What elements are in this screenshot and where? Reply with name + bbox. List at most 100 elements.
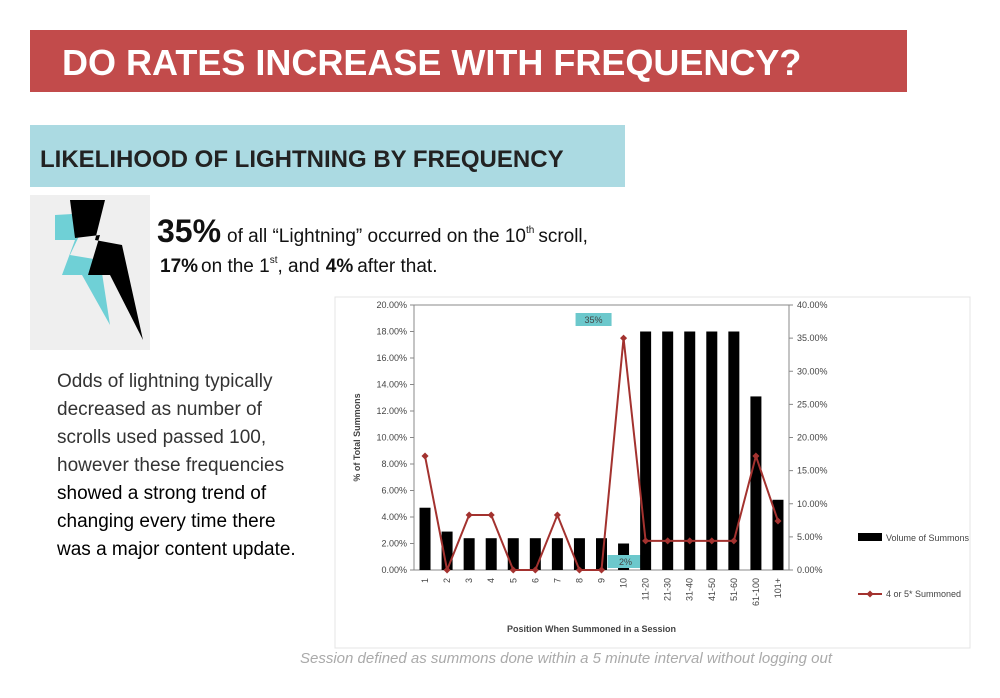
bar [507,538,519,570]
y-tick-label: 6.00% [381,486,407,496]
legend-label: 4 or 5* Summoned [886,589,961,599]
paragraph-line: was a major content update. [56,539,296,560]
intro-text: of all “Lightning” occurred on the 10 [227,226,526,247]
x-axis-label: Position When Summoned in a Session [507,624,676,634]
lightning-black [70,200,143,340]
y2-tick-label: 30.00% [797,366,828,376]
line-marker [443,566,451,574]
y2-tick-label: 35.00% [797,333,828,343]
intro-text: after that. [357,256,437,277]
x-tick-label: 3 [464,578,474,583]
y-tick-label: 18.00% [376,327,407,337]
line-marker [664,537,672,545]
y-tick-label: 20.00% [376,300,407,310]
y2-tick-label: 0.00% [797,565,823,575]
value-label: 35% [585,315,603,325]
line-marker [708,537,716,545]
x-tick-label: 4 [486,578,496,583]
bar [662,331,674,570]
paragraph-line: Odds of lightning typically [57,371,273,392]
value-label-box [575,313,612,326]
legend-marker [866,590,874,598]
x-tick-label: 9 [597,578,607,583]
paragraph-line: decreased as number of [57,399,263,420]
y-tick-label: 2.00% [381,539,407,549]
x-tick-label: 11-20 [641,578,651,600]
legend-swatch [858,533,882,541]
x-tick-label: 1 [420,578,430,583]
chart-panel [334,296,971,649]
highlight: 17% [160,256,198,277]
y-tick-label: 0.00% [381,565,407,575]
x-tick-label: 5 [508,578,518,583]
paragraph-line: however these frequencies [57,455,284,476]
x-tick-label: 6 [530,578,540,583]
line-marker [509,566,517,574]
bar [485,538,497,570]
x-tick-label: 7 [552,578,562,583]
x-tick-label: 8 [574,578,584,583]
bar [706,331,718,570]
lightning-teal [55,213,110,325]
bar [441,531,453,570]
y-axis-label: % of Total Summons [352,393,362,481]
line-marker [752,452,760,460]
line-marker [730,537,738,545]
x-tick-label: 51-60 [729,578,739,601]
footnote: Session defined as summons done within a… [300,650,833,667]
value-label: 2% [619,557,632,567]
x-tick-label: 31-40 [685,578,695,601]
subtitle: LIKELIHOOD OF LIGHTNING BY FREQUENCY [40,146,564,173]
line-marker [575,566,583,574]
line-marker [620,334,628,342]
paragraph-line: showed a strong trend of [57,483,267,504]
line-marker [465,511,473,519]
y-tick-label: 8.00% [381,459,407,469]
subtitle-bar [30,125,625,187]
superscript: st [270,255,278,266]
intro-line-1: 35% of all “Lightning” occurred on the 10… [157,213,588,249]
line-marker [774,517,782,525]
highlight: 4% [326,256,354,277]
paragraph-line: changing every time there [57,511,276,532]
bar [573,538,585,570]
value-label-box [607,555,644,568]
x-tick-label: 61-100 [751,578,761,606]
intro-text: on the 1 [201,256,270,277]
line-marker [686,537,694,545]
y2-tick-label: 25.00% [797,399,828,409]
y-tick-label: 4.00% [381,512,407,522]
x-tick-label: 10 [619,578,629,588]
paragraph-line: scrolls used passed 100, [57,427,266,448]
y2-tick-label: 10.00% [797,499,828,509]
intro-text: scroll, [538,226,588,247]
title: DO RATES INCREASE WITH FREQUENCY? [62,42,801,83]
paragraph: Odds of lightning typically decreased as … [56,371,296,560]
line-marker [642,537,650,545]
x-tick-label: 21-30 [663,578,673,601]
bar [750,396,762,570]
line-marker [553,511,561,519]
bar [728,331,740,570]
x-tick-label: 2 [442,578,452,583]
highlight: 35% [157,213,221,249]
y2-tick-label: 15.00% [797,466,828,476]
chart: 0.00%2.00%4.00%6.00%8.00%10.00%12.00%14.… [352,300,970,634]
bar [463,538,475,570]
bar [419,507,431,570]
bar [772,499,784,570]
bar [640,331,652,570]
y-tick-label: 16.00% [376,353,407,363]
y2-tick-label: 40.00% [797,300,828,310]
line-marker [487,511,495,519]
bar [551,538,563,570]
y-tick-label: 10.00% [376,433,407,443]
x-tick-label: 41-50 [707,578,717,601]
bar [529,538,541,570]
y-tick-label: 14.00% [376,380,407,390]
y2-tick-label: 20.00% [797,433,828,443]
y2-tick-label: 5.00% [797,532,823,542]
superscript: th [526,225,534,236]
